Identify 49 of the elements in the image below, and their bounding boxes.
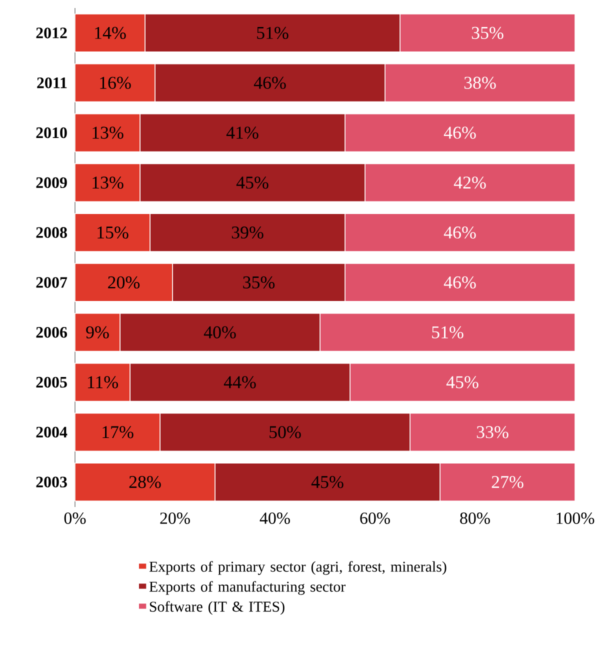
- data-label: 20%: [108, 276, 140, 289]
- data-label: 42%: [454, 176, 486, 189]
- x-tick-label: 60%: [360, 512, 390, 524]
- y-tick-label: 2009: [36, 177, 67, 188]
- data-label: 17%: [102, 426, 134, 438]
- y-tick-label: 2012: [36, 28, 67, 38]
- y-tick-label: 2008: [36, 227, 67, 238]
- data-label: 16%: [100, 76, 131, 89]
- data-label: 51%: [257, 26, 288, 40]
- data-label: 46%: [444, 126, 476, 139]
- data-label: 27%: [492, 476, 524, 488]
- data-label: 46%: [254, 76, 286, 89]
- x-tick-label: 40%: [260, 512, 290, 524]
- data-label: 15%: [98, 226, 128, 239]
- y-tick-label: 2005: [36, 376, 67, 388]
- legend-label: Exports of primary sector (agri, forest, minerals): [149, 561, 446, 575]
- y-tick-label: 2011: [37, 77, 67, 88]
- x-tick-label: 80%: [460, 512, 490, 524]
- data-label: 40%: [204, 326, 236, 338]
- legend-label: Software (IT & ITES): [150, 601, 284, 615]
- y-tick-label: 2003: [36, 476, 67, 488]
- data-label: 13%: [92, 126, 124, 139]
- data-label: 38%: [464, 76, 496, 89]
- y-tick-label: 2006: [36, 326, 68, 338]
- data-label: 45%: [311, 476, 344, 488]
- data-label: 46%: [444, 226, 476, 239]
- data-label: 50%: [270, 426, 301, 438]
- data-label: 45%: [446, 376, 478, 388]
- data-label: 9%: [86, 326, 109, 338]
- x-tick-label: 20%: [160, 512, 190, 524]
- data-label: 11%: [88, 376, 118, 388]
- data-label: 44%: [224, 376, 256, 388]
- data-label: 35%: [243, 276, 275, 289]
- data-label: 13%: [92, 176, 124, 189]
- data-label: 41%: [226, 126, 258, 139]
- legend-label: Exports of manufacturing sector: [149, 581, 346, 595]
- data-label: 51%: [432, 326, 464, 338]
- y-tick-label: 2007: [36, 277, 68, 288]
- y-tick-label: 2004: [36, 426, 68, 438]
- data-label: 46%: [444, 276, 476, 289]
- x-tick-label: 100%: [556, 512, 594, 524]
- data-label: 14%: [95, 26, 126, 40]
- data-label: 28%: [129, 476, 161, 488]
- data-label: 45%: [236, 176, 268, 189]
- data-label: 35%: [472, 26, 504, 40]
- data-label: 39%: [232, 226, 264, 239]
- data-label: 33%: [476, 426, 508, 438]
- x-tick-label: 0%: [64, 512, 86, 524]
- y-tick-label: 2010: [36, 127, 67, 138]
